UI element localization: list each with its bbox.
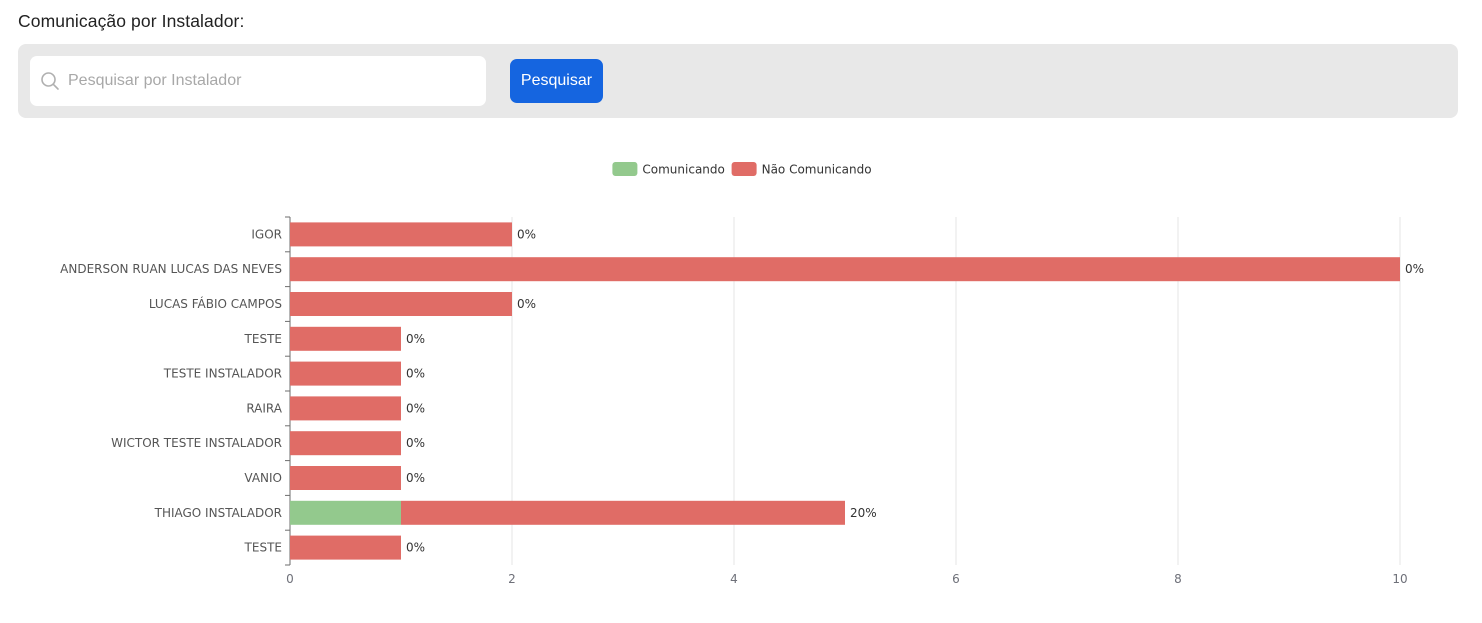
x-tick-label: 2 — [508, 572, 516, 586]
search-icon — [41, 72, 59, 90]
y-category-label: WICTOR TESTE INSTALADOR — [111, 436, 282, 450]
data-label: 0% — [406, 332, 425, 346]
bar-nao-comunicando — [401, 500, 845, 525]
bar-nao-comunicando — [290, 396, 401, 421]
x-tick-label: 6 — [952, 572, 960, 586]
legend-swatch — [612, 162, 638, 176]
data-label: 0% — [406, 436, 425, 450]
y-category-label: THIAGO INSTALADOR — [154, 506, 282, 520]
y-category-label: TESTE — [244, 541, 282, 555]
bar-nao-comunicando — [290, 222, 512, 247]
data-label: 0% — [1405, 262, 1424, 276]
legend-label: Não Comunicando — [762, 163, 872, 177]
search-box[interactable] — [30, 56, 486, 106]
y-category-label: RAIRA — [246, 401, 282, 415]
search-button[interactable]: Pesquisar — [510, 59, 603, 103]
data-label: 20% — [850, 506, 877, 520]
bar-comunicando — [290, 500, 401, 525]
x-tick-label: 4 — [730, 572, 738, 586]
y-category-label: TESTE INSTALADOR — [163, 367, 282, 381]
data-label: 0% — [406, 401, 425, 415]
data-label: 0% — [517, 297, 536, 311]
bar-nao-comunicando — [290, 292, 512, 316]
bar-nao-comunicando — [290, 466, 401, 490]
bar-nao-comunicando — [290, 535, 401, 560]
search-panel: Pesquisar — [18, 44, 1458, 118]
communication-bar-chart: 0 2 4 6 8 10 IGOR 0% ANDERSON RUAN LUCAS DAS NEV… — [60, 162, 1424, 586]
y-category-label: LUCAS FÁBIO CAMPOS — [149, 296, 282, 311]
bar-nao-comunicando — [290, 257, 1400, 282]
data-label: 0% — [517, 227, 536, 241]
x-tick-label: 0 — [286, 572, 294, 586]
data-label: 0% — [406, 367, 425, 381]
x-tick-label: 10 — [1392, 572, 1407, 586]
y-category-label: IGOR — [251, 227, 282, 241]
data-label: 0% — [406, 471, 425, 485]
search-input[interactable] — [68, 56, 478, 106]
legend-swatch — [731, 162, 757, 176]
legend-label: Comunicando — [642, 163, 724, 177]
data-label: 0% — [406, 541, 425, 555]
bar-nao-comunicando — [290, 361, 401, 386]
x-tick-label: 8 — [1174, 572, 1182, 586]
chart-container: 0 2 4 6 8 10 IGOR 0% ANDERSON RUAN LUCAS DAS NEV… — [0, 130, 1482, 600]
bar-nao-comunicando — [290, 326, 401, 351]
y-category-label: VANIO — [244, 471, 282, 485]
y-category-label: TESTE — [244, 332, 282, 346]
y-category-label: ANDERSON RUAN LUCAS DAS NEVES — [60, 262, 282, 276]
bar-nao-comunicando — [290, 431, 401, 456]
page-title: Comunicação por Instalador: — [18, 11, 245, 31]
